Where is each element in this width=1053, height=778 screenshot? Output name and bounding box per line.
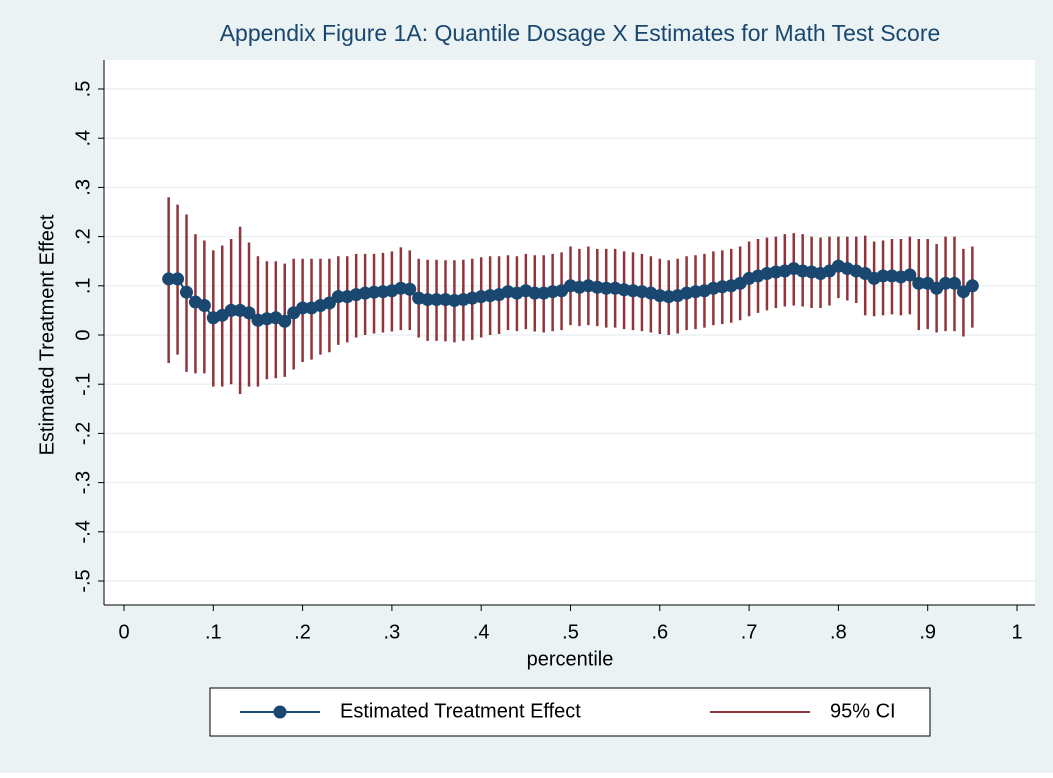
x-tick-label: 0 bbox=[118, 621, 129, 643]
y-axis-title: Estimated Treatment Effect bbox=[36, 214, 58, 455]
estimate-marker bbox=[171, 272, 185, 286]
estimate-marker bbox=[224, 303, 238, 317]
y-tick-label: -.1 bbox=[72, 373, 94, 396]
x-tick-label: .7 bbox=[741, 621, 758, 643]
x-tick-label: .9 bbox=[919, 621, 936, 643]
legend-label: 95% CI bbox=[830, 700, 896, 722]
x-tick-label: .6 bbox=[651, 621, 668, 643]
y-tick-label: .2 bbox=[72, 228, 94, 245]
estimate-marker bbox=[947, 276, 961, 290]
estimate-marker bbox=[180, 285, 194, 299]
estimate-marker bbox=[296, 301, 310, 315]
y-tick-label: -.2 bbox=[72, 422, 94, 445]
legend-label: Estimated Treatment Effect bbox=[340, 700, 581, 722]
x-tick-label: .4 bbox=[473, 621, 490, 643]
x-tick-label: .3 bbox=[384, 621, 401, 643]
x-tick-label: .5 bbox=[562, 621, 579, 643]
estimate-marker bbox=[331, 290, 345, 304]
estimate-marker bbox=[162, 272, 176, 286]
y-tick-label: -.3 bbox=[72, 471, 94, 494]
y-tick-label: .5 bbox=[72, 81, 94, 98]
y-tick-label: .3 bbox=[72, 179, 94, 196]
plot-area bbox=[104, 60, 1035, 605]
x-tick-label: 1 bbox=[1011, 621, 1022, 643]
estimate-marker bbox=[939, 276, 953, 290]
estimate-marker bbox=[599, 281, 613, 295]
estimate-marker bbox=[903, 268, 917, 282]
y-tick-label: .1 bbox=[72, 277, 94, 294]
estimate-marker bbox=[528, 286, 542, 300]
x-axis-title: percentile bbox=[527, 648, 614, 670]
x-tick-label: .8 bbox=[830, 621, 847, 643]
y-tick-label: .4 bbox=[72, 130, 94, 147]
legend-marker bbox=[273, 705, 287, 719]
estimate-marker bbox=[197, 298, 211, 312]
y-tick-label: -.4 bbox=[72, 520, 94, 543]
estimate-marker bbox=[278, 314, 292, 328]
estimate-marker bbox=[912, 276, 926, 290]
estimate-marker bbox=[876, 269, 890, 283]
x-tick-label: .2 bbox=[294, 621, 311, 643]
y-tick-label: 0 bbox=[72, 329, 94, 340]
x-tick-label: .1 bbox=[205, 621, 222, 643]
estimate-marker bbox=[242, 306, 256, 320]
chart-title: Appendix Figure 1A: Quantile Dosage X Es… bbox=[220, 20, 941, 46]
estimate-marker bbox=[403, 282, 417, 296]
estimate-marker bbox=[430, 293, 444, 307]
y-tick-label: -.5 bbox=[72, 569, 94, 592]
estimate-marker bbox=[421, 293, 435, 307]
estimate-marker bbox=[965, 279, 979, 293]
